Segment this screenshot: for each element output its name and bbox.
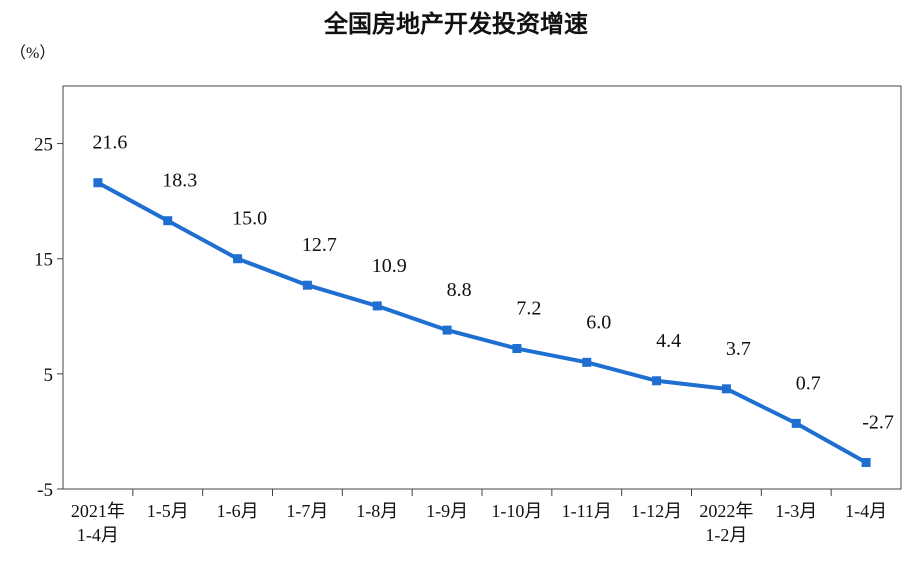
data-label: 4.4 (656, 330, 681, 352)
data-label: 12.7 (302, 234, 337, 256)
data-label: 21.6 (92, 132, 127, 154)
data-point-marker (163, 216, 173, 226)
data-point-marker (302, 280, 312, 290)
x-tick-label: 1-7月 (286, 501, 328, 521)
chart-title: 全国房地产开发投资增速 (323, 10, 588, 38)
x-tick-label: 1-8月 (356, 501, 398, 521)
data-point-marker (442, 325, 452, 335)
series-line (95, 180, 869, 465)
y-tick-label: -5 (37, 480, 53, 501)
data-point-marker (512, 344, 522, 354)
x-tick-label: 1-11月 (562, 501, 612, 521)
x-tick-label: 1-10月 (491, 501, 542, 521)
x-tick-label: 1-5月 (147, 501, 189, 521)
data-label: 6.0 (586, 311, 611, 333)
plot-frame (62, 85, 902, 490)
x-tick-label: 1-3月 (775, 501, 817, 521)
x-tick-label: 1-4月 (77, 525, 119, 545)
data-label: 18.3 (162, 170, 197, 192)
data-label: 15.0 (232, 208, 267, 230)
x-tick-label: 2021年 (71, 501, 125, 521)
x-tick-label: 1-2月 (705, 525, 747, 545)
y-tick-label: 5 (44, 365, 54, 386)
y-tick-label: 25 (34, 135, 53, 156)
data-point-marker (233, 254, 243, 264)
data-label: 7.2 (516, 298, 541, 320)
data-point-marker (791, 418, 801, 428)
data-label: 0.7 (796, 372, 821, 394)
data-point-marker (652, 376, 662, 386)
data-labels: 21.6 18.3 15.0 12.7 10.9 8.8 7.2 6.0 4.4 3.7 0.7 -2… (92, 132, 894, 434)
series-markers (93, 178, 871, 468)
data-label: -2.7 (862, 412, 894, 434)
x-tick-label: 1-4月 (845, 501, 887, 521)
x-tick-label: 1-6月 (217, 501, 259, 521)
data-point-marker (721, 384, 731, 394)
data-label: 3.7 (726, 338, 751, 360)
y-axis: -5 5 15 25 (34, 135, 63, 501)
x-tick-label: 1-9月 (426, 501, 468, 521)
data-label: 10.9 (372, 255, 407, 277)
data-point-marker (582, 357, 592, 367)
x-axis: 2021年 1-4月 1-5月 1-6月 1-7月 1-8月 1-9月 1-10月 1-11月 1… (71, 489, 887, 545)
data-point-marker (372, 301, 382, 311)
y-tick-label: 15 (34, 250, 53, 271)
data-point-marker (861, 458, 871, 468)
x-tick-label: 1-12月 (631, 501, 682, 521)
data-point-marker (93, 178, 103, 188)
y-unit-label: （%） (10, 44, 55, 62)
x-tick-label: 2022年 (699, 501, 753, 521)
data-label: 8.8 (447, 279, 472, 301)
